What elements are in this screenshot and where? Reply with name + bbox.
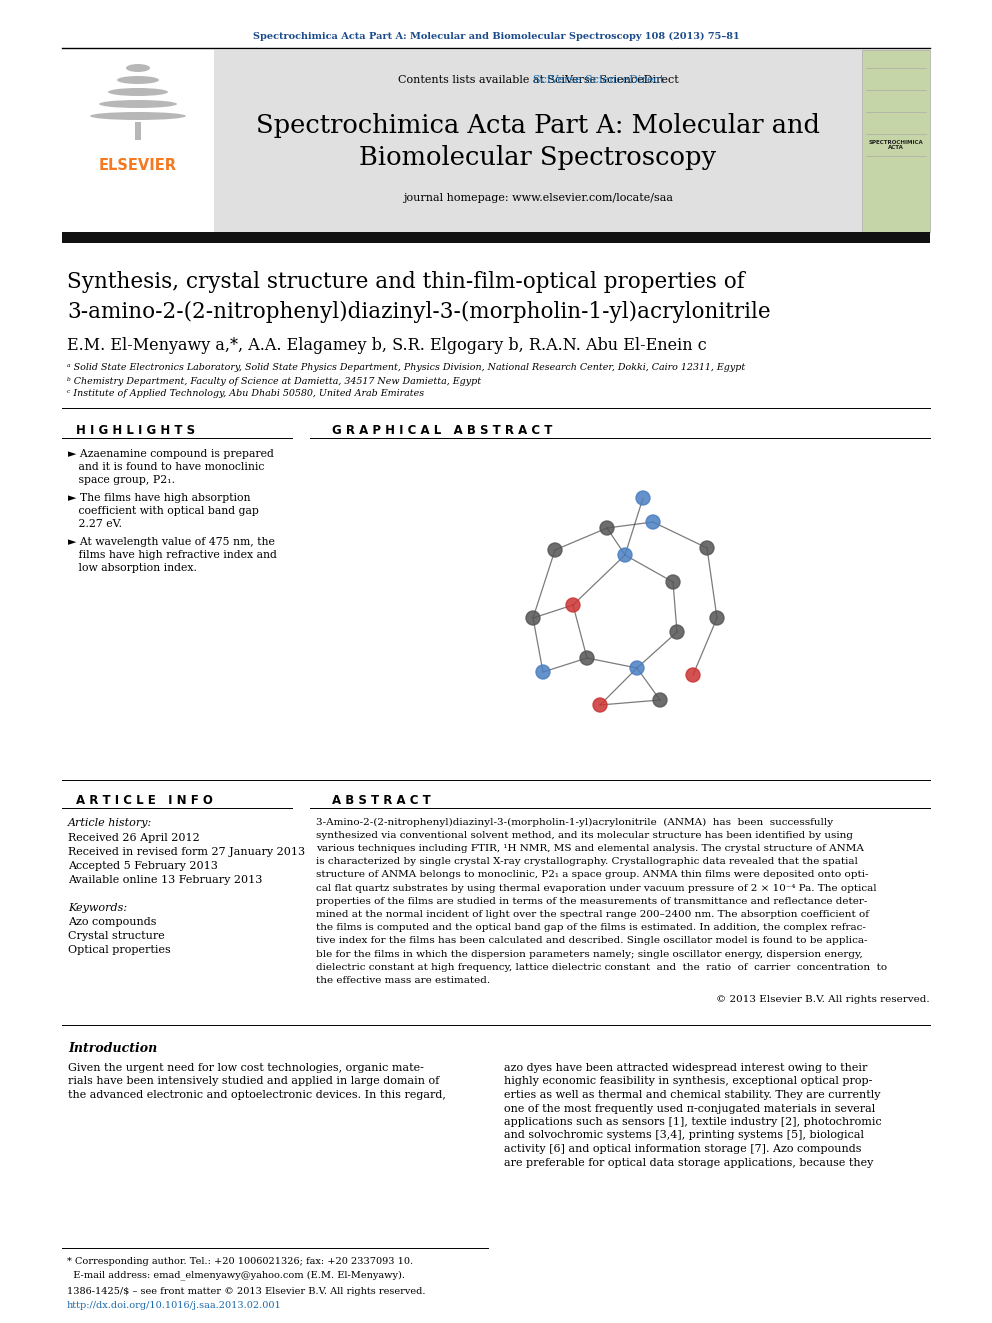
Ellipse shape — [117, 75, 159, 83]
Text: ᵇ Chemistry Department, Faculty of Science at Damietta, 34517 New Damietta, Egyp: ᵇ Chemistry Department, Faculty of Scien… — [67, 377, 481, 385]
Text: http://dx.doi.org/10.1016/j.saa.2013.02.001: http://dx.doi.org/10.1016/j.saa.2013.02.… — [67, 1301, 282, 1310]
Text: cal flat quartz substrates by using thermal evaporation under vacuum pressure of: cal flat quartz substrates by using ther… — [316, 884, 877, 893]
Circle shape — [566, 598, 580, 613]
Text: is characterized by single crystal X-ray crystallography. Crystallographic data : is characterized by single crystal X-ray… — [316, 857, 858, 867]
Text: low absorption index.: low absorption index. — [68, 564, 196, 573]
Circle shape — [710, 611, 724, 624]
Text: space group, P2₁.: space group, P2₁. — [68, 475, 175, 486]
Text: © 2013 Elsevier B.V. All rights reserved.: © 2013 Elsevier B.V. All rights reserved… — [716, 995, 930, 1004]
Text: properties of the films are studied in terms of the measurements of transmittanc: properties of the films are studied in t… — [316, 897, 867, 906]
Circle shape — [636, 491, 650, 505]
Text: coefficient with optical band gap: coefficient with optical band gap — [68, 505, 259, 516]
Text: H I G H L I G H T S: H I G H L I G H T S — [76, 423, 195, 437]
Circle shape — [548, 542, 562, 557]
Text: SPECTROCHIMICA
ACTA: SPECTROCHIMICA ACTA — [869, 140, 924, 151]
Text: Spectrochimica Acta Part A: Molecular and Biomolecular Spectroscopy 108 (2013) 7: Spectrochimica Acta Part A: Molecular an… — [253, 32, 739, 41]
Text: Contents lists available at SciVerse ScienceDirect: Contents lists available at SciVerse Sci… — [398, 75, 679, 85]
Text: Synthesis, crystal structure and thin-film-optical properties of: Synthesis, crystal structure and thin-fi… — [67, 271, 745, 292]
Text: A B S T R A C T: A B S T R A C T — [332, 794, 431, 807]
Text: Biomolecular Spectroscopy: Biomolecular Spectroscopy — [359, 146, 716, 171]
Text: 3-amino-2-(2-nitrophenyl)diazinyl-3-(morpholin-1-yl)acrylonitrile: 3-amino-2-(2-nitrophenyl)diazinyl-3-(mor… — [67, 300, 771, 323]
Text: the advanced electronic and optoelectronic devices. In this regard,: the advanced electronic and optoelectron… — [68, 1090, 445, 1099]
Circle shape — [580, 651, 594, 665]
Text: A R T I C L E   I N F O: A R T I C L E I N F O — [76, 794, 213, 807]
Text: Article history:: Article history: — [68, 818, 152, 828]
Text: the films is computed and the optical band gap of the films is estimated. In add: the films is computed and the optical ba… — [316, 923, 866, 933]
Text: the effective mass are estimated.: the effective mass are estimated. — [316, 976, 490, 984]
Text: Received in revised form 27 January 2013: Received in revised form 27 January 2013 — [68, 847, 306, 857]
Circle shape — [618, 548, 632, 562]
Text: tive index for the films has been calculated and described. Single oscillator mo: tive index for the films has been calcul… — [316, 937, 867, 946]
Text: ᶜ Institute of Applied Technology, Abu Dhabi 50580, United Arab Emirates: ᶜ Institute of Applied Technology, Abu D… — [67, 389, 425, 397]
Ellipse shape — [99, 101, 177, 108]
Text: Keywords:: Keywords: — [68, 904, 127, 913]
Circle shape — [600, 521, 614, 534]
Text: erties as well as thermal and chemical stability. They are currently: erties as well as thermal and chemical s… — [504, 1090, 881, 1099]
Text: azo dyes have been attracted widespread interest owing to their: azo dyes have been attracted widespread … — [504, 1062, 867, 1073]
Text: ► At wavelength value of 475 nm, the: ► At wavelength value of 475 nm, the — [68, 537, 275, 546]
Text: ᵃ Solid State Electronics Laboratory, Solid State Physics Department, Physics Di: ᵃ Solid State Electronics Laboratory, So… — [67, 364, 745, 373]
Text: G R A P H I C A L   A B S T R A C T: G R A P H I C A L A B S T R A C T — [332, 423, 553, 437]
Text: structure of ANMA belongs to monoclinic, P2₁ a space group. ANMA thin films were: structure of ANMA belongs to monoclinic,… — [316, 871, 869, 880]
Text: Given the urgent need for low cost technologies, organic mate-: Given the urgent need for low cost techn… — [68, 1062, 424, 1073]
Circle shape — [526, 611, 540, 624]
Text: Introduction: Introduction — [68, 1041, 158, 1054]
Bar — [135, 122, 141, 140]
Text: mined at the normal incident of light over the spectral range 200–2400 nm. The a: mined at the normal incident of light ov… — [316, 910, 869, 919]
Text: SciVerse ScienceDirect: SciVerse ScienceDirect — [533, 75, 664, 85]
Text: ► Azaenamine compound is prepared: ► Azaenamine compound is prepared — [68, 448, 274, 459]
Circle shape — [593, 699, 607, 712]
Text: rials have been intensively studied and applied in large domain of: rials have been intensively studied and … — [68, 1077, 439, 1086]
Circle shape — [653, 693, 667, 706]
Text: ELSEVIER: ELSEVIER — [99, 157, 177, 172]
Circle shape — [686, 668, 700, 681]
Text: films have high refractive index and: films have high refractive index and — [68, 550, 277, 560]
Bar — [62, 232, 930, 243]
Circle shape — [666, 576, 680, 589]
Text: highly economic feasibility in synthesis, exceptional optical prop-: highly economic feasibility in synthesis… — [504, 1077, 872, 1086]
Text: Azo compounds: Azo compounds — [68, 917, 157, 927]
Ellipse shape — [108, 89, 168, 97]
Circle shape — [670, 624, 684, 639]
Text: various techniques including FTIR, ¹H NMR, MS and elemental analysis. The crysta: various techniques including FTIR, ¹H NM… — [316, 844, 864, 853]
Text: 3-Amino-2-(2-nitrophenyl)diazinyl-3-(morpholin-1-yl)acrylonitrile  (ANMA)  has  : 3-Amino-2-(2-nitrophenyl)diazinyl-3-(mor… — [316, 818, 833, 827]
Text: activity [6] and optical information storage [7]. Azo compounds: activity [6] and optical information sto… — [504, 1144, 861, 1154]
Bar — [62, 50, 214, 232]
Text: dielectric constant at high frequency, lattice dielectric constant  and  the  ra: dielectric constant at high frequency, l… — [316, 963, 887, 971]
Text: applications such as sensors [1], textile industry [2], photochromic: applications such as sensors [1], textil… — [504, 1117, 882, 1127]
Text: ► The films have high absorption: ► The films have high absorption — [68, 493, 251, 503]
Text: E-mail address: emad_elmenyawy@yahoo.com (E.M. El-Menyawy).: E-mail address: emad_elmenyawy@yahoo.com… — [67, 1270, 405, 1279]
Text: and solvochromic systems [3,4], printing systems [5], biological: and solvochromic systems [3,4], printing… — [504, 1130, 864, 1140]
Text: Spectrochimica Acta Part A: Molecular and: Spectrochimica Acta Part A: Molecular an… — [256, 114, 820, 139]
Text: 2.27 eV.: 2.27 eV. — [68, 519, 122, 529]
Bar — [862, 50, 930, 232]
Text: ble for the films in which the dispersion parameters namely; single oscillator e: ble for the films in which the dispersio… — [316, 950, 863, 958]
Circle shape — [700, 541, 714, 556]
Ellipse shape — [90, 112, 186, 120]
Text: synthesized via conventional solvent method, and its molecular structure has bee: synthesized via conventional solvent met… — [316, 831, 853, 840]
Text: are preferable for optical data storage applications, because they: are preferable for optical data storage … — [504, 1158, 873, 1167]
Circle shape — [536, 665, 550, 679]
Text: journal homepage: www.elsevier.com/locate/saa: journal homepage: www.elsevier.com/locat… — [403, 193, 673, 202]
Text: and it is found to have monoclinic: and it is found to have monoclinic — [68, 462, 265, 472]
Ellipse shape — [126, 64, 150, 71]
Text: Accepted 5 February 2013: Accepted 5 February 2013 — [68, 861, 218, 871]
Circle shape — [646, 515, 660, 529]
Text: * Corresponding author. Tel.: +20 1006021326; fax: +20 2337093 10.: * Corresponding author. Tel.: +20 100602… — [67, 1257, 413, 1266]
Text: Optical properties: Optical properties — [68, 945, 171, 955]
Text: Available online 13 February 2013: Available online 13 February 2013 — [68, 875, 262, 885]
Text: Received 26 April 2012: Received 26 April 2012 — [68, 833, 199, 843]
Text: E.M. El-Menyawy a,*, A.A. Elagamey b, S.R. Elgogary b, R.A.N. Abu El-Enein c: E.M. El-Menyawy a,*, A.A. Elagamey b, S.… — [67, 337, 706, 355]
Text: Crystal structure: Crystal structure — [68, 931, 165, 941]
Circle shape — [630, 662, 644, 675]
Text: 1386-1425/$ – see front matter © 2013 Elsevier B.V. All rights reserved.: 1386-1425/$ – see front matter © 2013 El… — [67, 1287, 426, 1297]
Bar — [62, 50, 930, 232]
Text: one of the most frequently used π-conjugated materials in several: one of the most frequently used π-conjug… — [504, 1103, 875, 1114]
